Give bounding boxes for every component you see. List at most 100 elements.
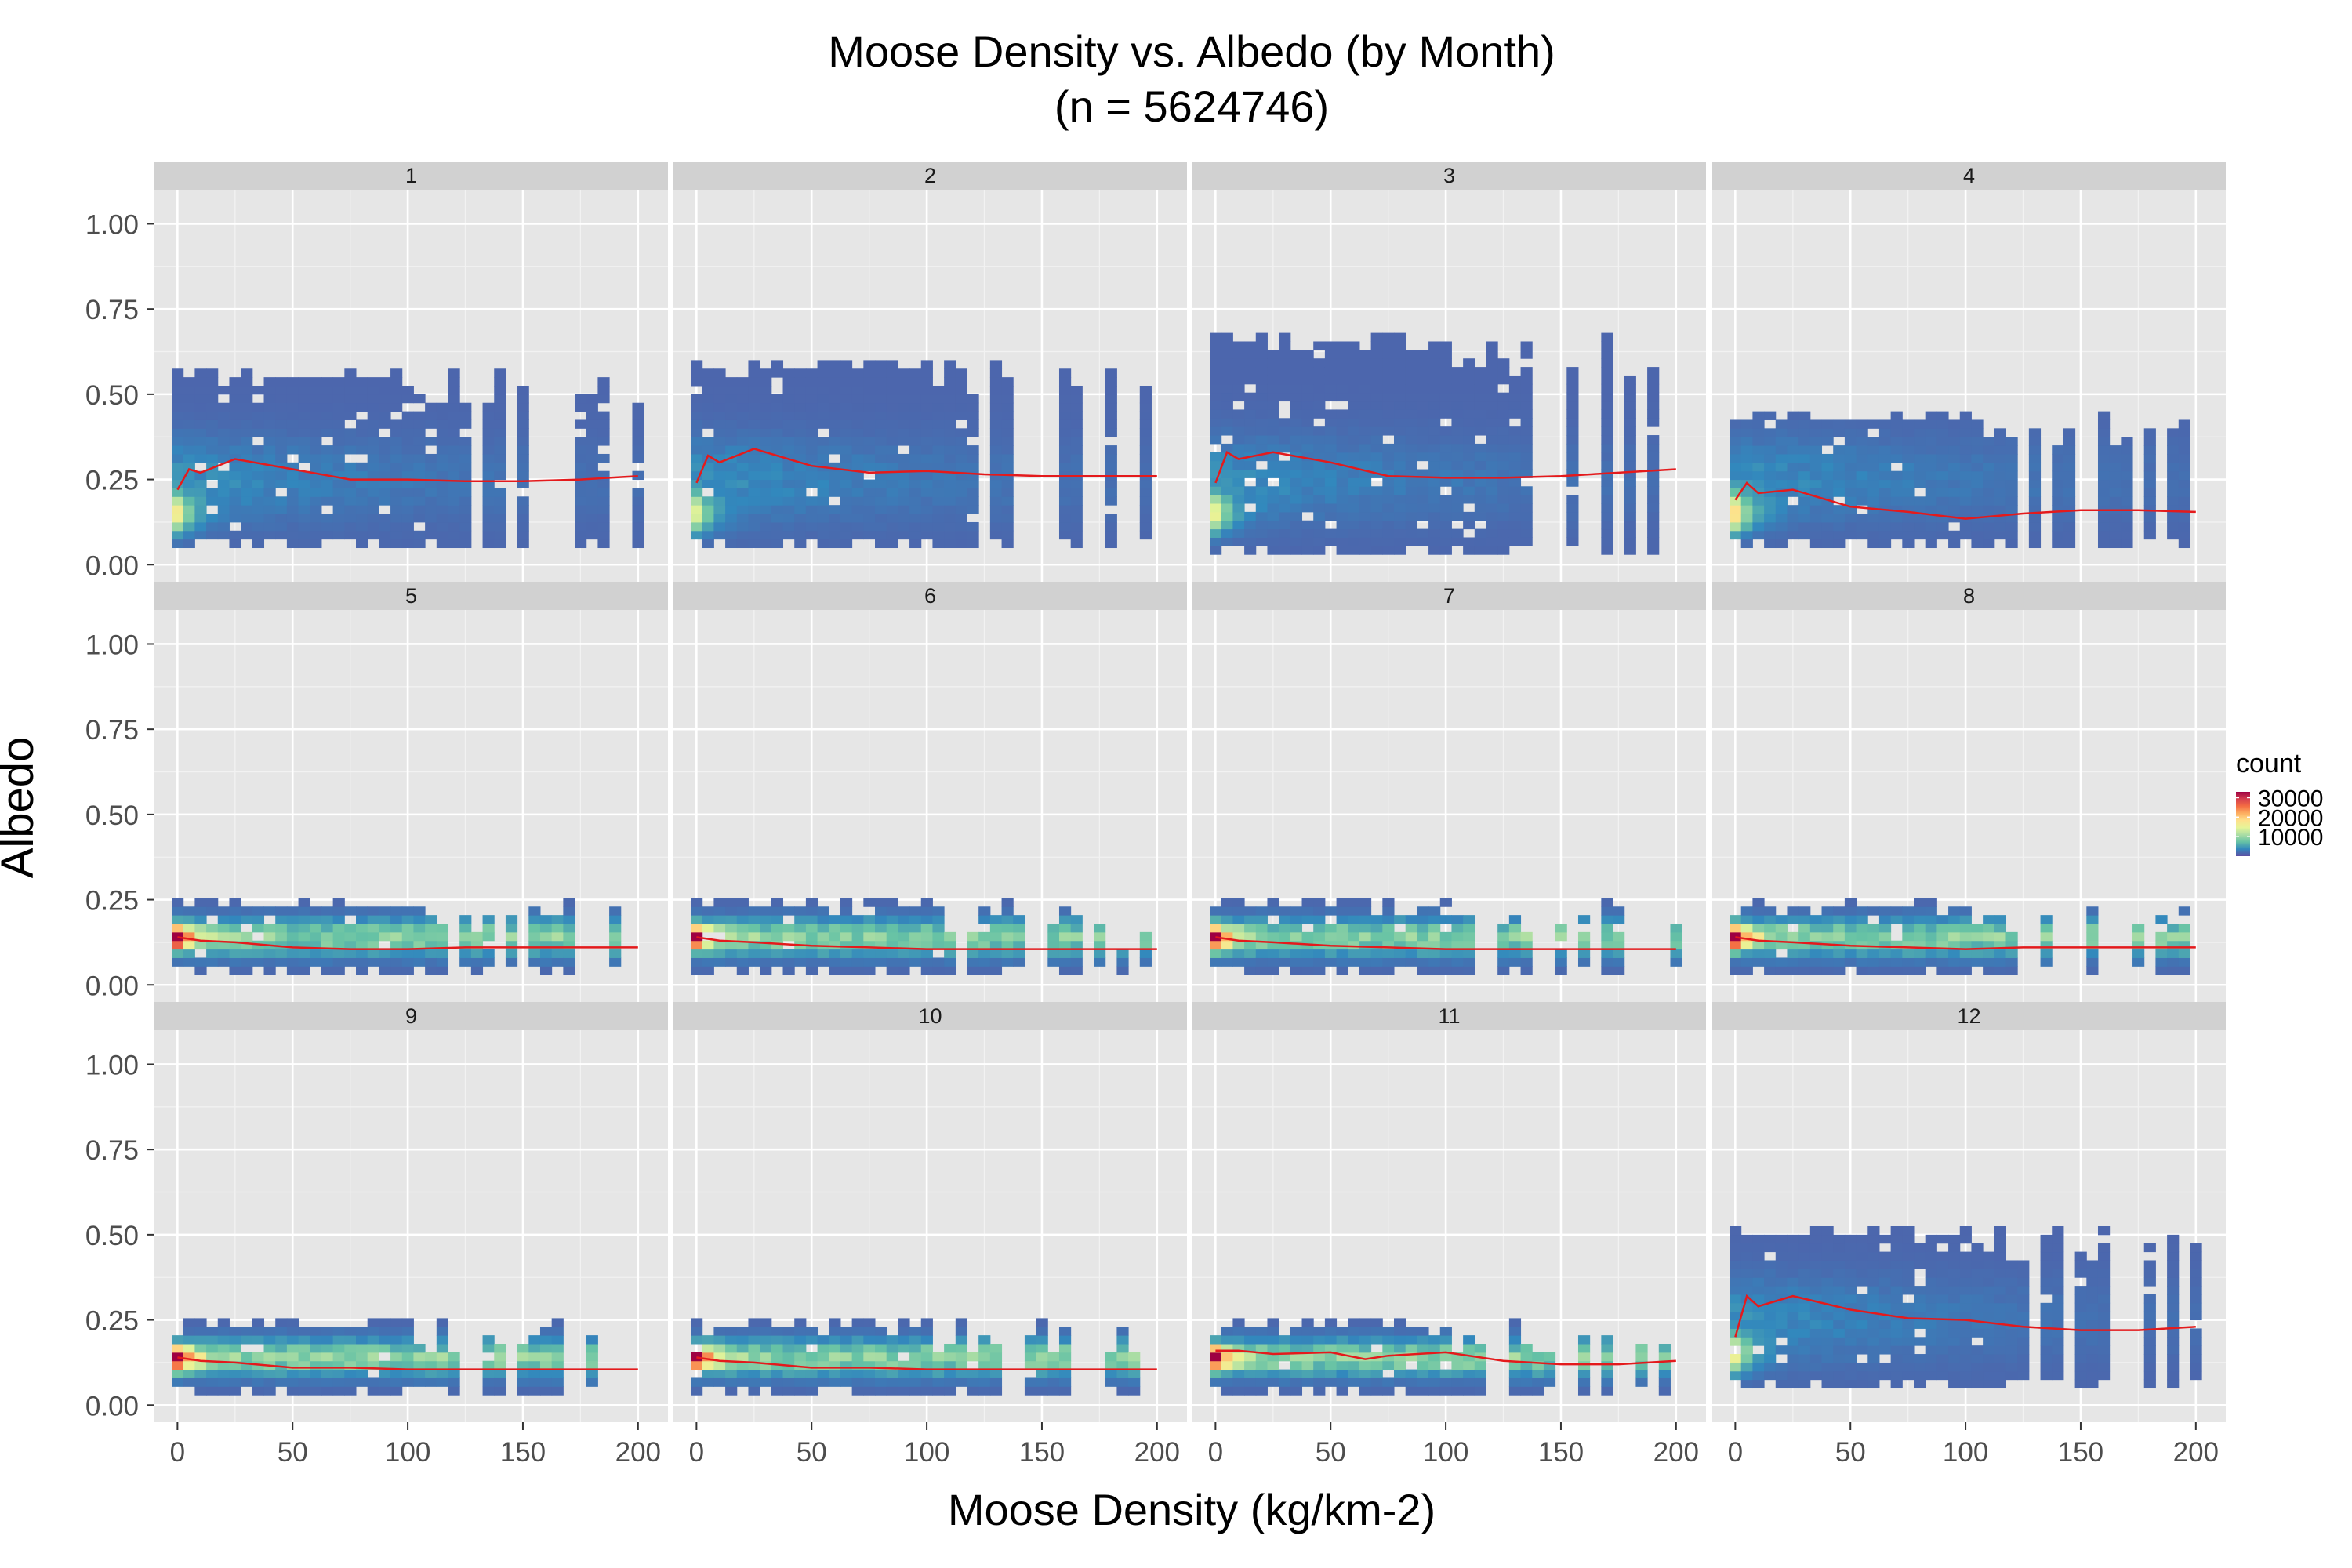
heatmap-bin	[1210, 486, 1222, 495]
heatmap-bin	[944, 957, 956, 967]
heatmap-bin	[172, 402, 184, 412]
heatmap-bin	[367, 957, 379, 967]
heatmap-bin	[1439, 426, 1452, 436]
heatmap-bin	[2074, 1379, 2087, 1389]
heatmap-bin	[1267, 409, 1279, 419]
heatmap-bin	[332, 1369, 345, 1378]
heatmap-bin	[1798, 966, 1811, 975]
heatmap-bin	[1925, 1286, 1937, 1295]
heatmap-bin	[2167, 957, 2180, 967]
heatmap-bin	[1740, 1370, 1753, 1381]
heatmap-bin	[332, 496, 345, 506]
heatmap-bin	[1486, 375, 1498, 385]
heatmap-bin	[2017, 1328, 2030, 1338]
heatmap-bin	[551, 1352, 564, 1362]
heatmap-bin	[760, 505, 772, 514]
heatmap-bin	[1809, 530, 1823, 540]
heatmap-bin	[932, 906, 945, 916]
heatmap-bin	[2097, 428, 2111, 437]
heatmap-bin	[1833, 1234, 1846, 1244]
heatmap-bin	[1914, 1362, 1926, 1372]
heatmap-bin	[829, 505, 841, 514]
heatmap-bin	[2005, 496, 2018, 506]
heatmap-bin	[794, 1386, 807, 1396]
heatmap-bin	[1983, 1251, 1995, 1261]
heatmap-bin	[298, 479, 310, 488]
heatmap-bin	[978, 957, 991, 967]
heatmap-bin	[1890, 1286, 1903, 1295]
heatmap-bin	[1463, 915, 1475, 924]
heatmap-bin	[875, 394, 887, 404]
heatmap-bin	[263, 1327, 276, 1336]
heatmap-bin	[1001, 437, 1014, 446]
heatmap-bin	[1359, 1335, 1372, 1345]
heatmap-bin	[702, 1369, 714, 1378]
heatmap-bin	[863, 428, 876, 437]
heatmap-bin	[702, 957, 714, 967]
heatmap-bin	[886, 445, 898, 455]
heatmap-bin	[1775, 437, 1788, 446]
heatmap-bin	[1577, 1335, 1591, 1345]
heatmap-bin	[206, 949, 219, 958]
heatmap-bin	[1798, 1251, 1811, 1261]
heatmap-bin	[597, 428, 610, 437]
heatmap-bin	[1948, 470, 1961, 481]
heatmap-bin	[2074, 1302, 2087, 1312]
heatmap-bin	[1451, 495, 1464, 504]
heatmap-bin	[1348, 460, 1360, 470]
heatmap-bin	[782, 514, 795, 523]
heatmap-bin	[2190, 1302, 2202, 1312]
heatmap-bin	[1221, 367, 1233, 376]
heatmap-bin	[379, 419, 391, 429]
heatmap-bin	[1878, 1294, 1892, 1304]
heatmap-bin	[1983, 1302, 1995, 1312]
trend-line	[177, 1356, 638, 1370]
heatmap-bin	[1382, 528, 1395, 538]
heatmap-bin	[1267, 1369, 1279, 1378]
heatmap-bin	[1255, 350, 1268, 359]
heatmap-bin	[863, 505, 876, 514]
heatmap-bin	[263, 931, 276, 942]
heatmap-bin	[2178, 940, 2190, 950]
heatmap-bin	[448, 394, 460, 404]
heatmap-bin	[1787, 1362, 1799, 1372]
heatmap-bin	[1486, 477, 1498, 487]
heatmap-bin	[586, 505, 598, 514]
heatmap-bin	[1601, 426, 1613, 436]
heatmap-bin	[1809, 1234, 1823, 1244]
heatmap-bin	[1244, 469, 1257, 478]
heatmap-bin	[2040, 931, 2053, 942]
heatmap-bin	[725, 915, 738, 924]
heatmap-bin	[1914, 514, 1926, 523]
heatmap-bin	[310, 488, 322, 497]
heatmap-bin	[1359, 358, 1372, 368]
heatmap-bin	[1740, 530, 1753, 540]
heatmap-bin	[1658, 1344, 1671, 1353]
heatmap-bin	[1036, 1352, 1048, 1362]
heatmap-bin	[1058, 1344, 1072, 1353]
heatmap-bin	[1221, 528, 1233, 538]
heatmap-bin	[840, 966, 853, 975]
heatmap-bin	[2121, 496, 2133, 506]
heatmap-bin	[1070, 957, 1083, 967]
heatmap-bin	[771, 915, 784, 924]
heatmap-bin	[1867, 530, 1880, 540]
heatmap-bin	[1058, 966, 1072, 975]
heatmap-bin	[425, 402, 437, 412]
heatmap-bin	[736, 453, 749, 463]
heatmap-bin	[356, 402, 368, 412]
heatmap-bin	[2178, 470, 2190, 481]
heatmap-bin	[1394, 350, 1406, 359]
heatmap-bin	[2167, 1354, 2180, 1363]
heatmap-bin	[1914, 906, 1926, 916]
heatmap-bin	[436, 462, 448, 472]
heatmap-bin	[1382, 957, 1395, 967]
heatmap-bin	[1914, 470, 1926, 481]
heatmap-bin	[482, 411, 495, 420]
heatmap-bin	[1821, 1260, 1834, 1269]
heatmap-bin	[1867, 539, 1880, 549]
heatmap-bin	[782, 1335, 795, 1345]
heatmap-bin	[1798, 496, 1811, 506]
heatmap-bin	[1348, 452, 1360, 462]
heatmap-bin	[1370, 1369, 1383, 1378]
